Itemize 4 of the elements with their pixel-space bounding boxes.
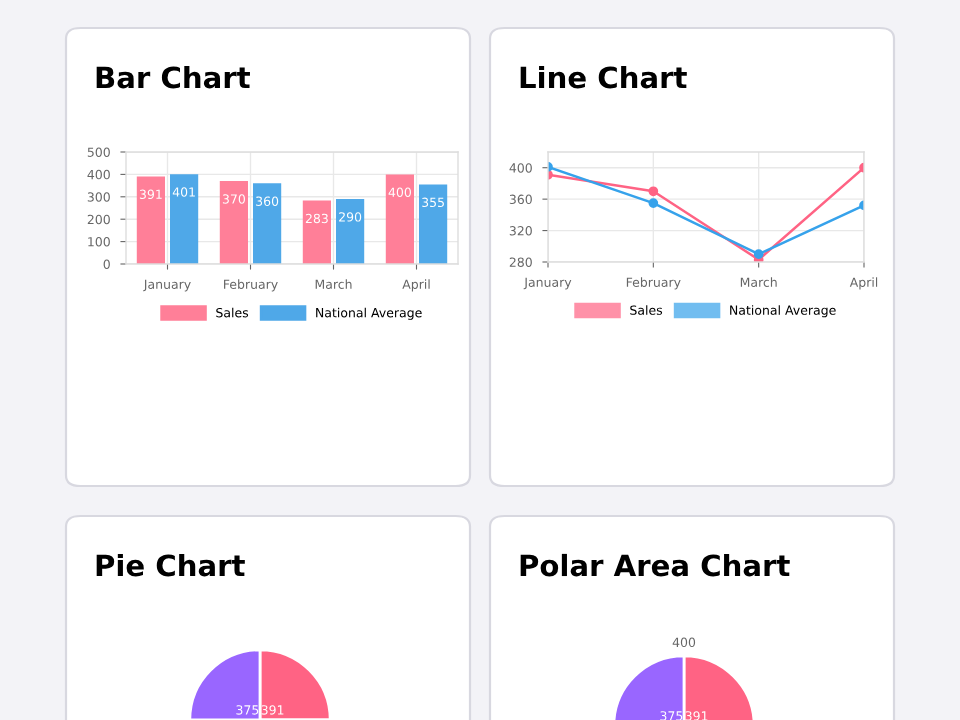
chart-title: Line Chart xyxy=(520,65,687,89)
text: Pie Chart xyxy=(96,553,245,577)
text: Polar Area Chart xyxy=(520,553,790,577)
chart-title: Bar Chart xyxy=(96,65,250,89)
